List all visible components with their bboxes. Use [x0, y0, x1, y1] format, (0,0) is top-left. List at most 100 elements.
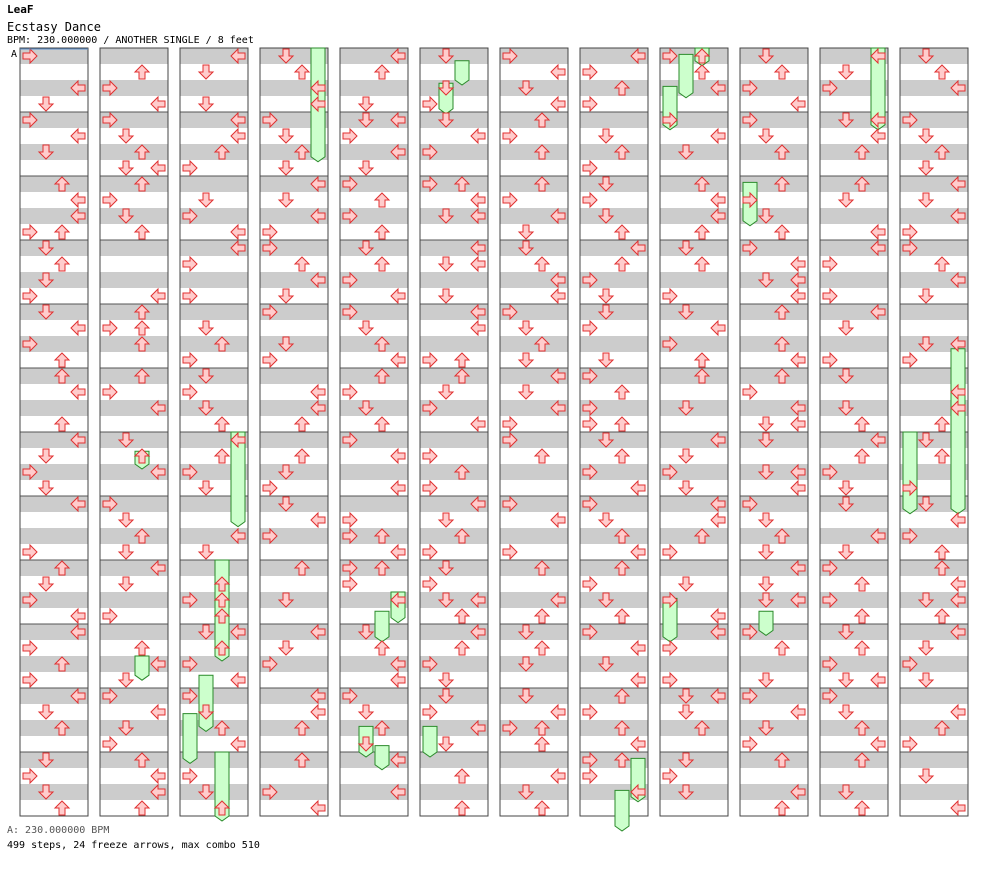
freeze-arrow [198, 674, 214, 733]
beat-stripe [260, 688, 328, 704]
beat-stripe [20, 160, 88, 176]
beat-stripe [20, 624, 88, 640]
beat-stripe [420, 400, 488, 416]
beat-stripe [900, 160, 968, 176]
beat-stripe [340, 496, 408, 512]
beat-stripe [260, 336, 328, 352]
beat-stripe [20, 256, 88, 272]
freeze-arrow [902, 431, 918, 515]
beat-stripe [100, 288, 168, 304]
beat-stripe [580, 800, 648, 816]
beat-stripe [900, 64, 968, 80]
beat-stripe [180, 784, 248, 800]
freeze-arrow [614, 789, 630, 832]
beat-stripe [900, 720, 968, 736]
beat-stripe [660, 720, 728, 736]
beat-stripe [660, 128, 728, 144]
chart-column [819, 47, 889, 817]
freeze-arrow [758, 610, 774, 637]
column-border [739, 47, 809, 817]
beat-stripe [420, 512, 488, 528]
beat-stripe [740, 256, 808, 272]
beat-stripe [180, 768, 248, 784]
beat-stripe [740, 800, 808, 816]
beat-stripe [820, 192, 888, 208]
beat-stripe [260, 720, 328, 736]
beat-stripe [340, 400, 408, 416]
beat-stripe [580, 384, 648, 400]
beat-stripe [180, 544, 248, 560]
beat-stripe [820, 144, 888, 160]
bpm-legend: A: 230.000000 BPM [7, 825, 110, 836]
beat-stripe [420, 368, 488, 384]
beat-stripe [180, 256, 248, 272]
beat-stripe [580, 288, 648, 304]
beat-stripe [180, 224, 248, 240]
beat-stripe [660, 528, 728, 544]
beat-stripe [180, 592, 248, 608]
beat-stripe [580, 400, 648, 416]
beat-stripe [20, 176, 88, 192]
beat-stripe [900, 800, 968, 816]
beat-stripe [660, 224, 728, 240]
beat-stripe [100, 64, 168, 80]
beat-stripe [340, 256, 408, 272]
beat-stripe [660, 176, 728, 192]
beat-stripe [900, 528, 968, 544]
beat-stripe [260, 528, 328, 544]
beat-stripe [740, 576, 808, 592]
beat-stripe [260, 288, 328, 304]
beat-stripe [580, 80, 648, 96]
beat-stripe [500, 160, 568, 176]
beat-stripe [100, 192, 168, 208]
beat-stripe [180, 192, 248, 208]
beat-stripe [260, 240, 328, 256]
beat-stripe [820, 672, 888, 688]
beat-stripe [20, 304, 88, 320]
beat-stripe [500, 480, 568, 496]
beat-stripe [580, 480, 648, 496]
beat-stripe [340, 800, 408, 816]
beat-stripe [660, 240, 728, 256]
beat-stripe [420, 608, 488, 624]
beat-stripe [580, 224, 648, 240]
beat-stripe [180, 416, 248, 432]
beat-stripe [900, 592, 968, 608]
beat-stripe [100, 176, 168, 192]
beat-stripe [260, 576, 328, 592]
beat-stripe [100, 560, 168, 576]
beat-stripe [820, 368, 888, 384]
beat-stripe [500, 704, 568, 720]
beat-stripe [100, 544, 168, 560]
beat-stripe [740, 224, 808, 240]
beat-stripe [340, 336, 408, 352]
beat-stripe [500, 400, 568, 416]
beat-stripe [20, 464, 88, 480]
beat-stripe [260, 352, 328, 368]
beat-stripe [100, 96, 168, 112]
beat-stripe [900, 96, 968, 112]
beat-stripe [900, 48, 968, 64]
beat-stripe [20, 640, 88, 656]
beat-stripe [20, 544, 88, 560]
beat-stripe [580, 128, 648, 144]
beat-stripe [820, 688, 888, 704]
beat-stripe [420, 432, 488, 448]
beat-stripe [260, 592, 328, 608]
beat-stripe [740, 464, 808, 480]
beat-stripe [420, 560, 488, 576]
beat-stripe [20, 208, 88, 224]
beat-stripe [820, 464, 888, 480]
beat-stripe [820, 752, 888, 768]
beat-stripe [820, 160, 888, 176]
beat-stripe [660, 320, 728, 336]
beat-stripe [420, 176, 488, 192]
beat-stripe [580, 272, 648, 288]
beat-stripe [340, 192, 408, 208]
beat-stripe [180, 384, 248, 400]
beat-stripe [580, 560, 648, 576]
beat-stripe [740, 64, 808, 80]
beat-stripe [20, 720, 88, 736]
beat-stripe [100, 528, 168, 544]
beat-stripe [900, 640, 968, 656]
